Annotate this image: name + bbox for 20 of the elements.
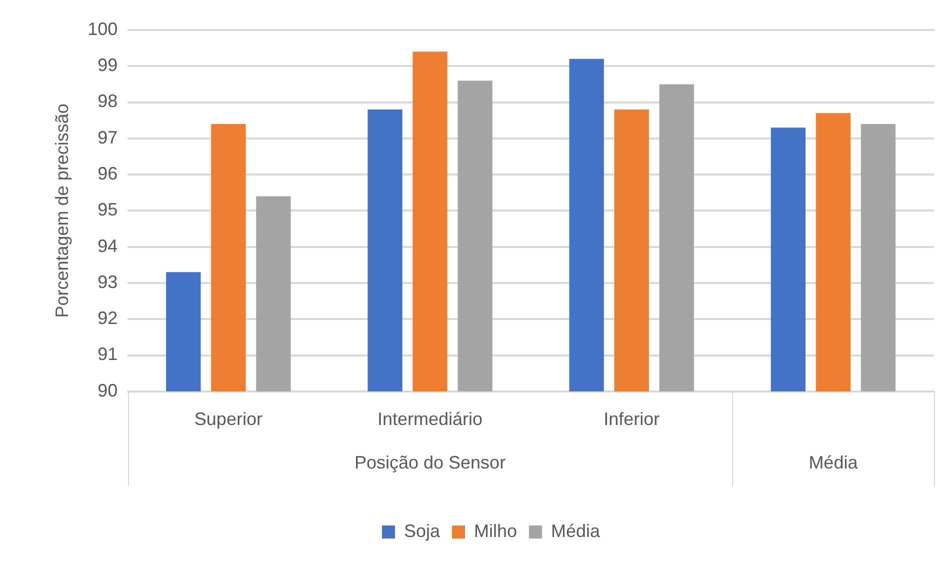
y-axis-title: Porcentagem de precissão [52,104,72,318]
y-tick-label: 91 [98,344,118,364]
text: Média [808,452,859,472]
y-tick-label: 99 [98,55,118,76]
legend-label: Média [551,520,602,541]
y-tick-label: 92 [98,308,118,328]
y-tick-label: 96 [98,164,118,184]
y-tick-label: 95 [98,200,118,220]
legend-label: Soja [404,520,441,541]
y-tick-label: 97 [98,127,118,148]
y-tick-label: 93 [98,272,118,292]
legend-label: Milho [474,520,518,541]
y-tick-label: 90 [98,380,118,400]
x-tick-label: Intermediário [377,409,483,430]
y-tick-label: 100 [88,18,118,39]
x-tick-label: Superior [194,409,262,430]
y-tick-label: 98 [98,91,118,112]
x-tick-label: Inferior [604,409,660,430]
text: Posição do Sensor [354,452,506,472]
y-tick-label: 94 [98,236,118,256]
